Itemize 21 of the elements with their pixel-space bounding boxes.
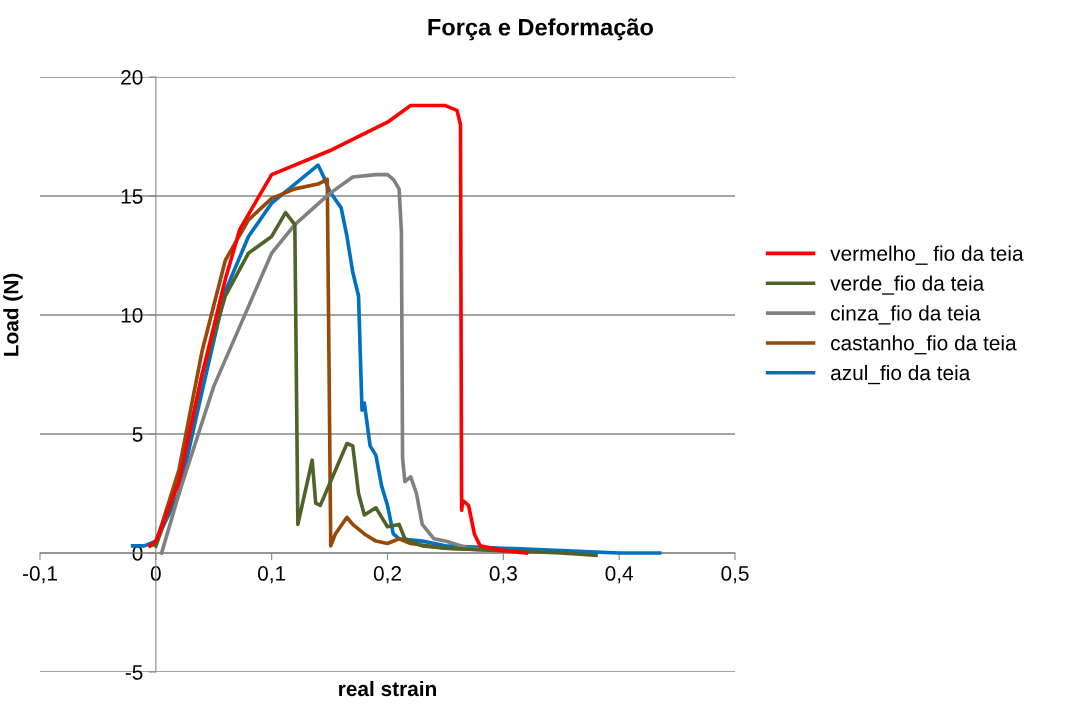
legend-label: verde_fio da teia [830,275,985,295]
x-tick-label: 0,1 [258,566,286,584]
x-tick-label: 0,3 [489,566,517,584]
legend-label: castanho_fio da teia [831,335,1017,355]
y-tick-label: 10 [121,308,143,323]
x-tick-label: 0 [150,566,161,581]
legend-label: cinza_fio da teia [831,305,981,325]
line-series [148,103,529,555]
y-axis-title: Load (N) [3,273,23,356]
legend-label: azul_fio da teia [831,364,971,385]
y-tick-label: 5 [132,427,143,442]
x-tick-label: 0,2 [373,566,401,584]
legend-label: vermelho_ fio da teia [830,245,1024,265]
x-tick-label: 0,5 [721,566,749,584]
x-tick-label: -0,1 [22,566,57,584]
y-tick-label: 15 [121,189,143,204]
y-tick-label: 20 [121,70,143,85]
chart-title: Força e Deformação [428,18,653,41]
y-tick-label: -5 [125,665,143,680]
x-axis-title: real strain [339,680,437,697]
x-tick-label: 0,4 [605,566,634,584]
